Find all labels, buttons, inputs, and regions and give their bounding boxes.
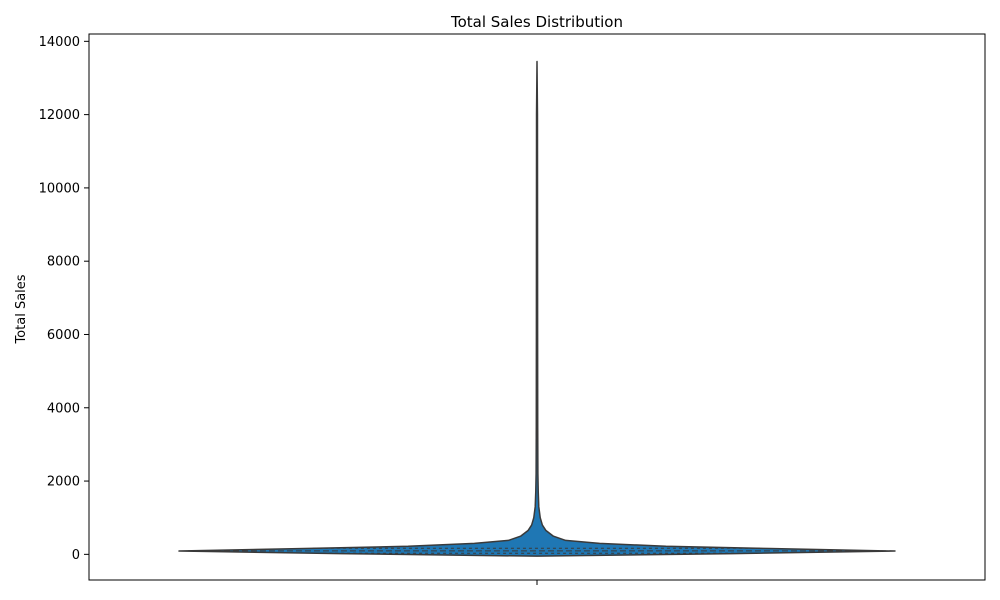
violin-body xyxy=(178,60,896,557)
y-tick-label: 2000 xyxy=(47,475,80,490)
chart-title: Total Sales Distribution xyxy=(450,13,623,31)
y-axis: 0 2000 4000 6000 8000 10000 12000 14000 xyxy=(39,35,89,563)
y-tick-label: 4000 xyxy=(47,401,80,416)
y-tick-label: 0 xyxy=(72,548,80,563)
y-tick-label: 14000 xyxy=(39,35,80,50)
y-tick-label: 6000 xyxy=(47,328,80,343)
y-tick-label: 10000 xyxy=(39,181,80,196)
plot-area xyxy=(178,60,896,557)
y-axis-label: Total Sales xyxy=(14,274,29,344)
y-tick-label: 8000 xyxy=(47,255,80,270)
y-tick-label: 12000 xyxy=(39,108,80,123)
